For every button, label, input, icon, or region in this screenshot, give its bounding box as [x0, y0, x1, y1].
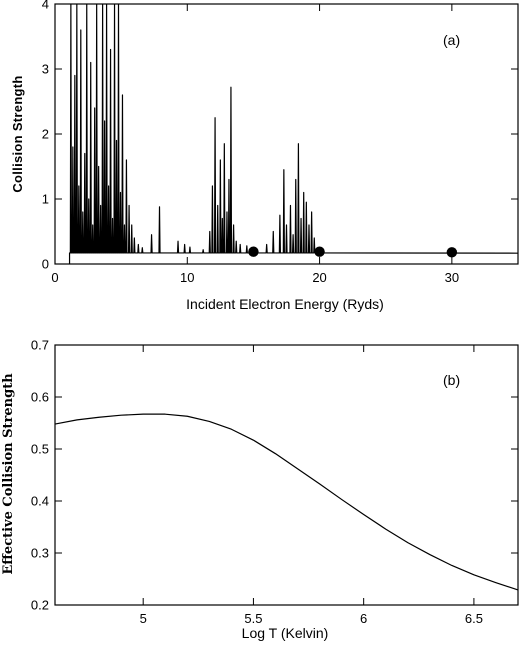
- panel-a-ytick-label: 3: [42, 62, 49, 77]
- panel-a-ylabel: Collision Strength: [10, 75, 25, 192]
- panel-b-ytick-label: 0.7: [31, 338, 49, 353]
- panel-b-frame: [54, 344, 519, 606]
- panel-a-ticks: 0 10 20 30 0 1 2 3 4: [42, 0, 518, 285]
- panel-b-ytick-label: 0.5: [31, 442, 49, 457]
- panel-a-xlabel: Incident Electron Energy (Ryds): [186, 296, 384, 312]
- panel-a-ytick-label: 2: [42, 127, 49, 142]
- panel-a-ytick-label: 4: [42, 0, 49, 12]
- panel-a-point: [446, 247, 458, 258]
- panel-b-ytick-label: 0.2: [31, 598, 49, 613]
- panel-b-tag: (b): [443, 372, 460, 388]
- panel-a: 0 10 20 30 0 1 2 3 4 (a) Incident Electron Energ…: [10, 0, 519, 312]
- panel-a-xtick-label: 0: [51, 270, 58, 285]
- panel-a-point: [314, 246, 325, 257]
- panel-b: 5 5.5 6 6.5 0.2 0.3 0.4 0.5 0.6 0.7 (b) Log T (Ke…: [1, 338, 519, 641]
- panel-a-point: [248, 246, 259, 257]
- panel-b-line: [54, 413, 519, 591]
- panel-a-xtick-label: 20: [312, 270, 326, 285]
- panel-a-ytick-label: 0: [42, 257, 49, 272]
- panel-b-xtick-label: 6.5: [465, 611, 483, 626]
- panel-b-ticks: 5 5.5 6 6.5 0.2 0.3 0.4 0.5 0.6 0.7: [31, 338, 518, 626]
- panel-b-ytick-label: 0.3: [31, 546, 49, 561]
- panel-a-tag: (a): [443, 32, 460, 48]
- panel-b-ytick-label: 0.6: [31, 390, 49, 405]
- panel-b-xtick-label: 6: [360, 611, 367, 626]
- panel-a-xtick-label: 10: [180, 270, 194, 285]
- panel-a-line: [68, 4, 518, 264]
- panel-b-xtick-label: 5: [140, 611, 147, 626]
- panel-a-xtick-label: 30: [445, 270, 459, 285]
- panel-b-ylabel: Effective Collision Strength: [1, 373, 16, 575]
- panel-b-series: [54, 413, 519, 591]
- panel-b-ytick-label: 0.4: [31, 494, 49, 509]
- panel-b-xlabel: Log T (Kelvin): [242, 625, 329, 641]
- panel-b-xtick-label: 5.5: [244, 611, 262, 626]
- panel-a-series: [68, 4, 518, 264]
- panel-a-ytick-label: 1: [42, 192, 49, 207]
- panel-a-points: [248, 246, 458, 258]
